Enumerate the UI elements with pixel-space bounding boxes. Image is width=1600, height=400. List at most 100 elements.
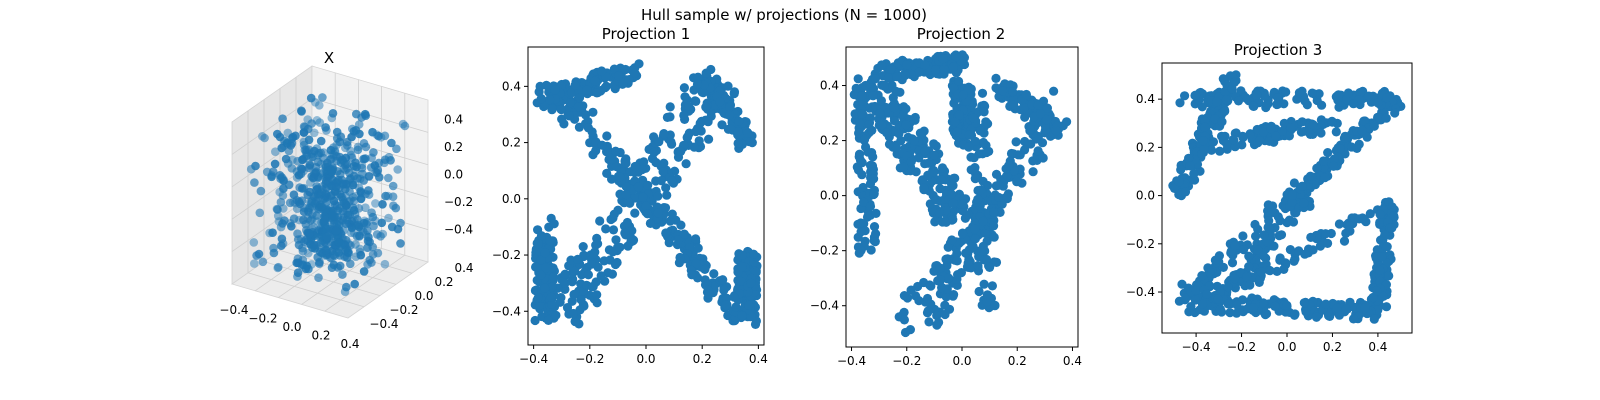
data-point — [567, 88, 577, 98]
data-point — [1323, 148, 1333, 158]
data-point — [1189, 169, 1199, 179]
data-point — [869, 174, 879, 184]
data-point — [1244, 262, 1254, 272]
data-point — [1238, 131, 1248, 141]
data-point — [321, 123, 330, 132]
y-tick-label: 0.0 — [502, 192, 521, 206]
data-point — [854, 248, 864, 258]
data-point — [588, 107, 598, 117]
data-point — [373, 248, 383, 258]
data-point — [940, 309, 950, 320]
data-point — [367, 153, 377, 163]
data-point — [1284, 131, 1294, 141]
data-point — [1228, 135, 1238, 145]
data-point — [363, 243, 372, 252]
data-point — [1021, 89, 1031, 100]
data-point — [361, 203, 370, 212]
data-point — [376, 133, 386, 142]
data-point — [662, 190, 672, 200]
data-point — [1335, 144, 1345, 154]
panel-projection-3: Projection 3 −0.4 −0.2 0.0 0.2 0.4 −0.4 −0.2 0.… — [1126, 41, 1413, 354]
data-point — [703, 117, 713, 127]
data-point — [1294, 88, 1304, 98]
data-point — [536, 231, 547, 241]
data-point — [1217, 131, 1227, 141]
data-point — [982, 290, 993, 300]
data-point — [1260, 91, 1270, 101]
data-point — [693, 243, 703, 253]
data-point — [608, 225, 619, 235]
data-point — [366, 163, 376, 172]
data-point — [1375, 217, 1385, 228]
data-point — [289, 190, 299, 199]
x-tick-label: 0.4 — [1368, 340, 1387, 354]
data-point — [1258, 127, 1269, 137]
data-point — [329, 250, 339, 260]
data-point — [336, 132, 346, 141]
data-point — [692, 79, 703, 89]
data-point — [1359, 116, 1369, 126]
data-point — [361, 142, 371, 152]
data-point — [896, 136, 906, 146]
data-point — [1199, 144, 1209, 154]
data-point — [1311, 312, 1322, 322]
data-point — [321, 176, 331, 186]
data-point — [308, 152, 318, 162]
data-point — [653, 208, 663, 218]
data-point — [312, 240, 321, 250]
data-point — [1263, 99, 1273, 109]
data-point — [1197, 299, 1208, 309]
data-point — [979, 107, 989, 117]
data-point — [1042, 103, 1052, 113]
data-point — [317, 188, 326, 197]
data-point — [700, 264, 710, 274]
data-point — [626, 233, 636, 243]
data-point — [1019, 102, 1029, 113]
data-point — [859, 219, 869, 229]
data-point — [1242, 272, 1252, 282]
x-tick-label: 0.2 — [1323, 340, 1342, 354]
data-point — [1004, 161, 1014, 171]
data-point — [1387, 223, 1397, 233]
data-point — [941, 292, 951, 302]
data-point — [334, 175, 343, 185]
data-point — [309, 173, 319, 182]
data-point — [1375, 209, 1385, 219]
data-point — [704, 289, 714, 299]
data-point — [1355, 88, 1365, 98]
x-tick-label: 0.4 — [749, 352, 768, 366]
data-point — [1375, 265, 1385, 275]
data-point — [1009, 100, 1019, 110]
data-point — [994, 180, 1004, 190]
data-point — [613, 71, 624, 81]
data-point — [351, 126, 361, 135]
data-point — [944, 273, 954, 283]
data-point — [654, 137, 664, 147]
data-point — [320, 215, 330, 225]
data-point — [946, 189, 957, 199]
data-point — [1308, 120, 1318, 130]
data-point — [322, 232, 332, 242]
data-point — [634, 59, 644, 69]
data-point — [318, 194, 327, 204]
data-point — [327, 211, 337, 221]
data-point — [641, 201, 651, 211]
data-point — [1360, 303, 1370, 313]
data-point — [547, 299, 557, 309]
data-point — [929, 167, 939, 177]
data-point — [701, 102, 711, 112]
projection-3-points — [1168, 70, 1406, 324]
data-point — [1344, 221, 1355, 231]
data-point — [278, 114, 287, 123]
data-point — [1315, 241, 1325, 251]
data-point — [1307, 88, 1317, 98]
x-tick-label: 0.0 — [1277, 340, 1296, 354]
data-point — [651, 157, 661, 168]
data-point — [316, 136, 326, 146]
data-point — [1287, 190, 1297, 200]
data-point — [853, 74, 863, 84]
data-point — [592, 290, 602, 300]
data-point — [901, 120, 911, 130]
data-point — [258, 132, 267, 141]
